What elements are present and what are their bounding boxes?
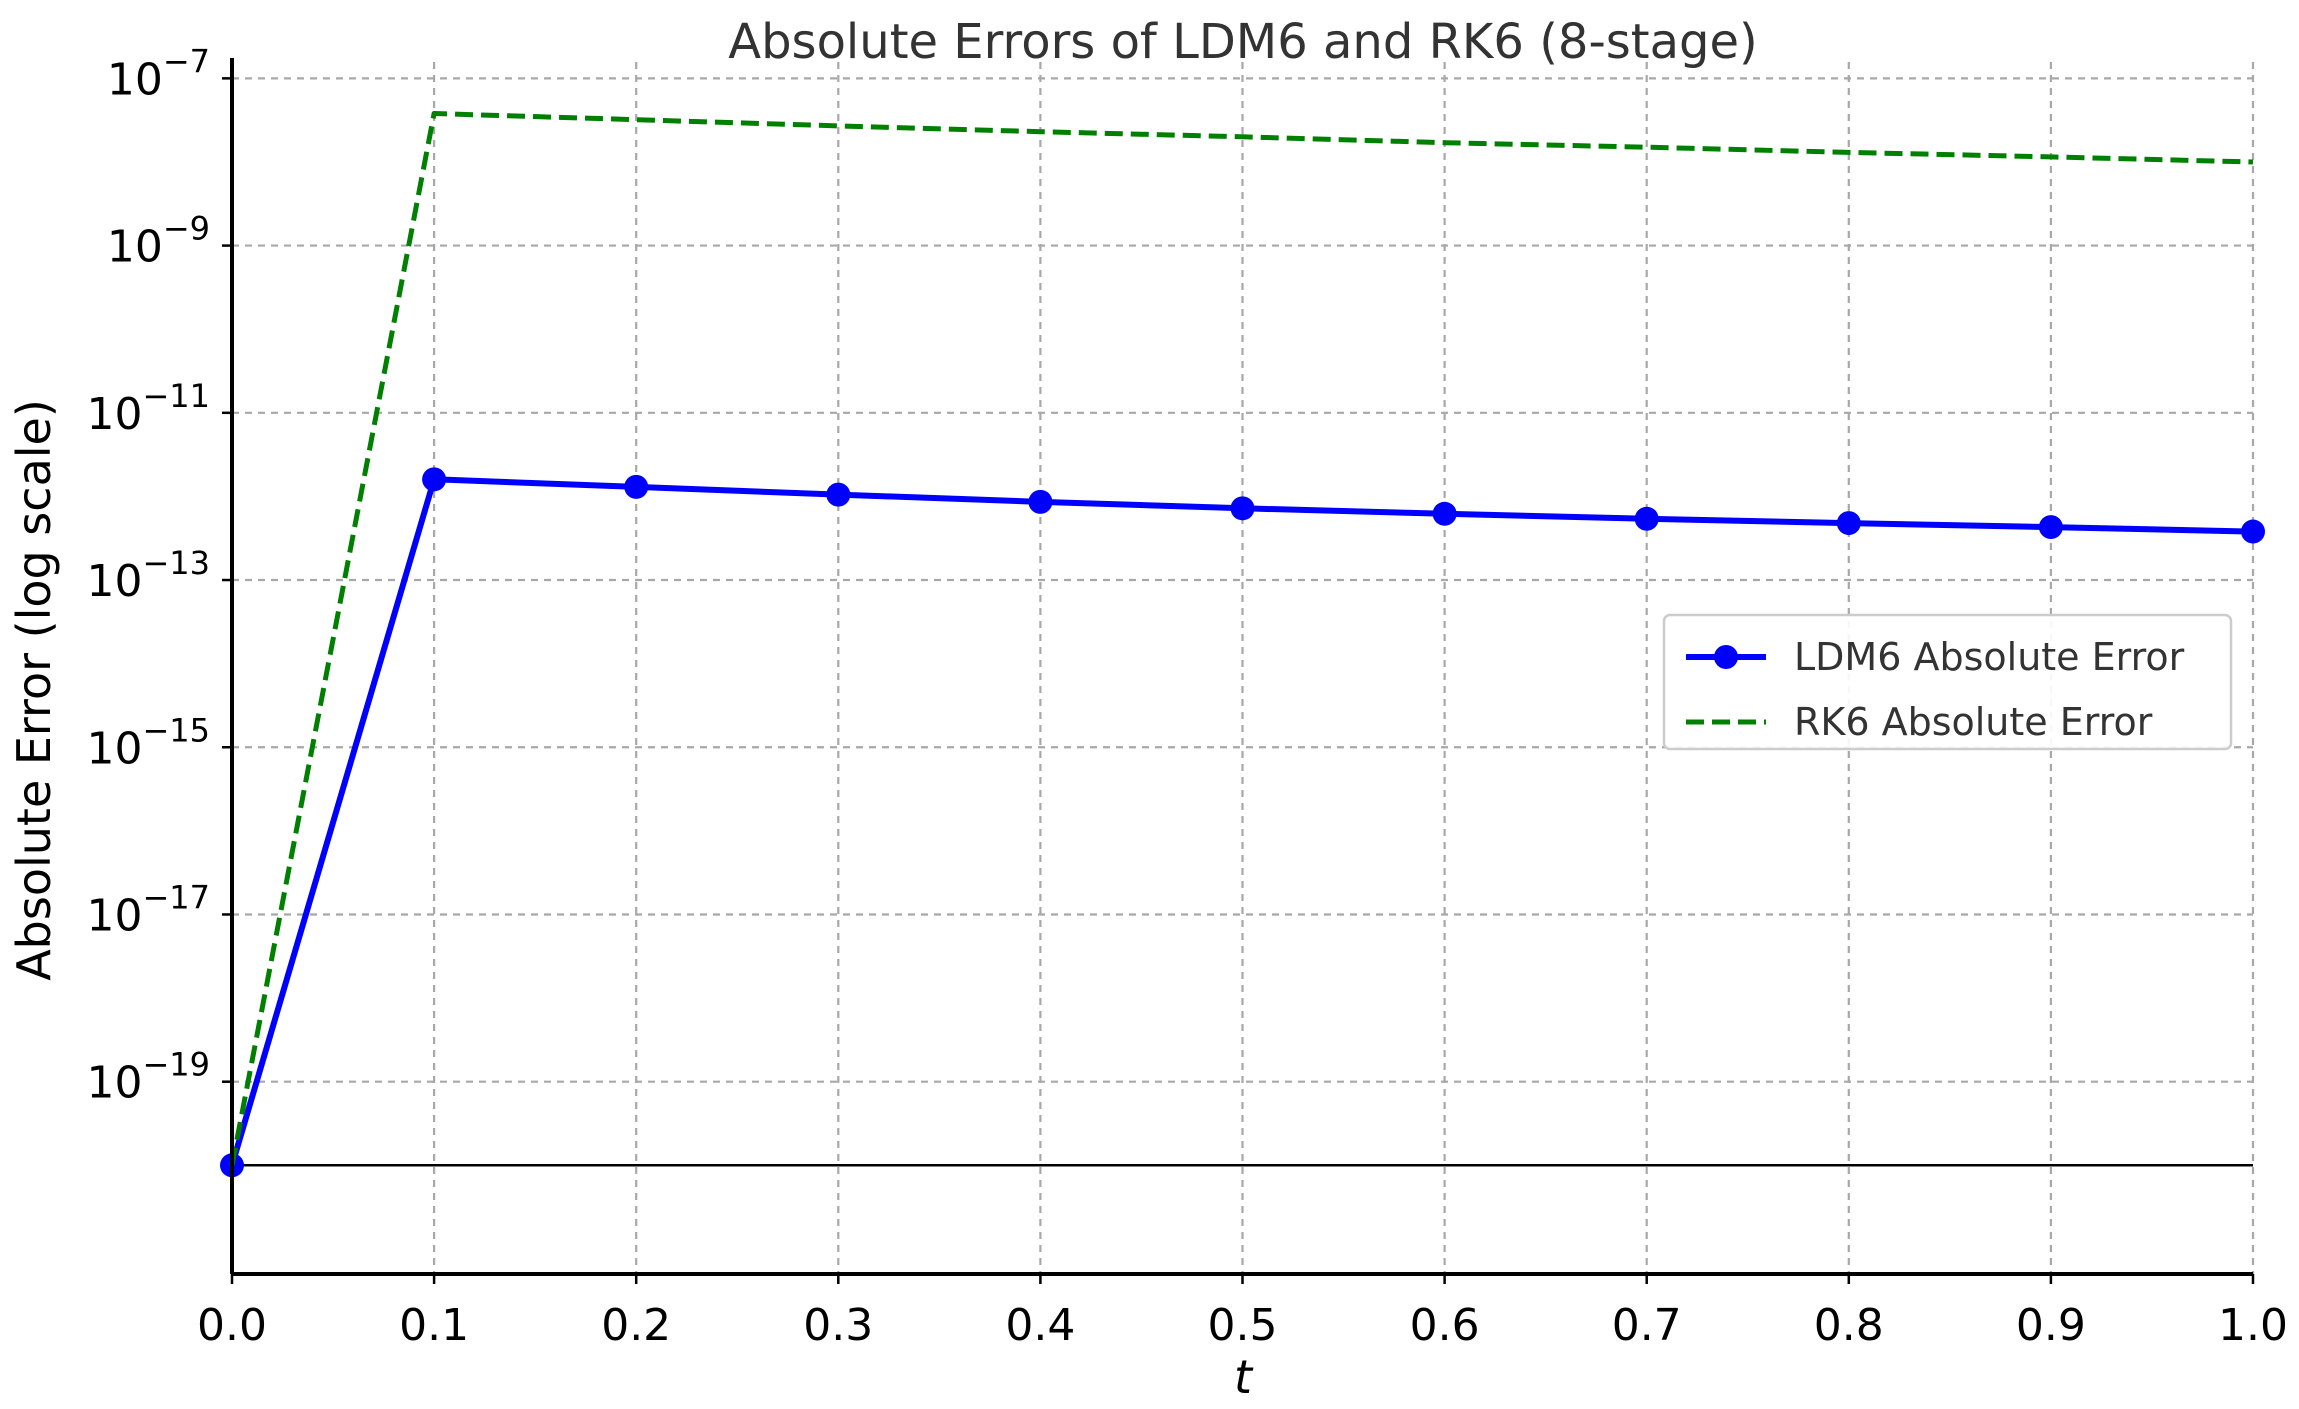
data-point (422, 467, 447, 492)
x-tick-label: 0.3 (803, 1300, 873, 1351)
x-tick-labels: 0.0 0.1 0.2 0.3 0.4 0.5 0.6 0.7 0.8 0.9 1.0 (197, 1300, 2288, 1351)
series-line-1 (229, 111, 2254, 1166)
x-tick-label: 0.2 (601, 1300, 671, 1351)
x-tick-label: 0.4 (1005, 1300, 1075, 1351)
data-point (1432, 501, 1457, 526)
x-axis-label: t (1234, 1350, 1254, 1404)
legend-box (1662, 613, 2233, 751)
legend: LDM6 Absolute Error RK6 Absolute Error (1662, 613, 2233, 751)
y-tick-label: 10−7 (107, 42, 210, 105)
y-axis-label: Absolute Error (log scale) (7, 399, 61, 981)
y-tick-label: 10−11 (86, 377, 210, 440)
data-point (2038, 515, 2063, 540)
y-tick-label: 10−19 (86, 1046, 210, 1109)
data-point (2241, 519, 2265, 544)
y-tick-label: 10−9 (107, 210, 210, 273)
data-point (1634, 506, 1659, 531)
axes (222, 58, 2255, 1284)
y-tick-label: 10−15 (86, 711, 210, 774)
x-tick-label: 0.0 (197, 1300, 267, 1351)
chart-title: Absolute Errors of LDM6 and RK6 (8-stage… (728, 14, 1758, 70)
x-tick-label: 0.8 (1814, 1300, 1884, 1351)
data-point (624, 474, 649, 499)
data-point (826, 482, 851, 507)
x-tick-label: 0.6 (1410, 1300, 1480, 1351)
x-tick-label: 0.1 (399, 1300, 469, 1351)
y-tick-label: 10−17 (86, 878, 210, 941)
x-tick-label: 0.7 (1612, 1300, 1682, 1351)
x-tick-label: 0.5 (1208, 1300, 1278, 1351)
y-tick-label: 10−13 (86, 544, 210, 607)
legend-label-0: LDM6 Absolute Error (1794, 635, 2185, 679)
x-tick-label: 0.9 (2016, 1300, 2086, 1351)
series-group (220, 111, 2265, 1178)
legend-label-1: RK6 Absolute Error (1794, 700, 2153, 744)
legend-marker (1714, 645, 1738, 669)
x-tick-label: 1.0 (2218, 1300, 2288, 1351)
data-point (1836, 511, 1861, 536)
data-point (1230, 496, 1255, 521)
data-point (1028, 489, 1053, 514)
y-tick-labels: 10−7 10−9 10−11 10−13 10−15 10−17 10−19 (86, 42, 210, 1108)
